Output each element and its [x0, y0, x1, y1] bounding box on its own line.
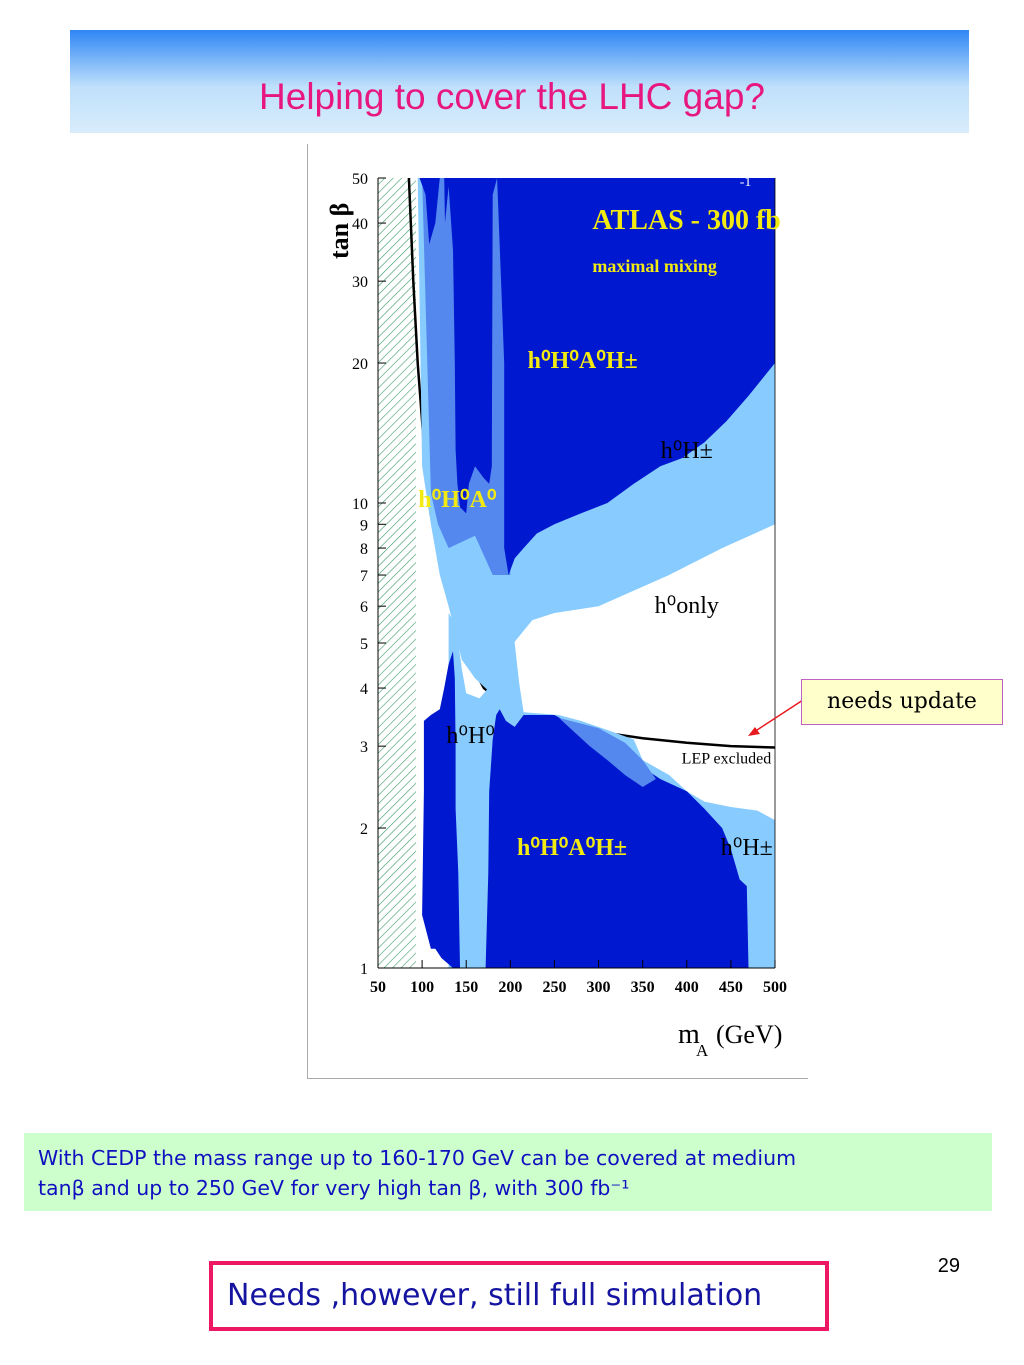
- y-tick-label: 9: [360, 517, 368, 534]
- discovery-plot: 50 100 150 200 250 300 350 400 450 500 1 2 3 4 5 6 7 8 9 10…: [325, 171, 787, 1060]
- x-tick-label: 300: [587, 979, 611, 996]
- x-tick-label: 400: [675, 979, 699, 996]
- x-tick-label: 100: [410, 979, 434, 996]
- region-label: h⁰H⁰A⁰: [418, 487, 497, 513]
- region-label: h⁰only: [655, 593, 719, 619]
- region-label: h⁰H±: [661, 438, 713, 464]
- x-tick-label: 450: [719, 979, 743, 996]
- region-h0H0A0Hpm-upper: [497, 178, 775, 575]
- region-label: h⁰H⁰A⁰H±: [517, 835, 627, 861]
- summary-line-2: tanβ and up to 250 GeV for very high tan…: [38, 1176, 630, 1200]
- plot-title-superscript: -1: [740, 175, 752, 190]
- y-tick-label: 30: [352, 274, 368, 291]
- y-tick-label: 10: [352, 496, 368, 513]
- x-tick-label: 500: [763, 979, 787, 996]
- x-axis-unit: (GeV): [716, 1020, 782, 1049]
- y-tick-label: 40: [352, 216, 368, 233]
- region-label: h⁰H⁰: [446, 723, 495, 749]
- x-tick-label: 250: [542, 979, 566, 996]
- needs-update-note: needs update: [801, 679, 1003, 725]
- summary-line-1: With CEDP the mass range up to 160-170 G…: [38, 1146, 797, 1170]
- y-tick-label: 6: [360, 599, 368, 616]
- region-label: h⁰H±: [721, 835, 773, 861]
- title-bar: [70, 30, 969, 133]
- region-label: h⁰H⁰A⁰H±: [528, 348, 638, 374]
- y-tick-label: 4: [360, 681, 368, 698]
- note-arrow: [748, 699, 804, 736]
- y-tick-label: 20: [352, 356, 368, 373]
- region-h0H0A0Hpm-lower: [485, 709, 749, 968]
- y-tick-label: 7: [360, 568, 368, 585]
- y-tick-label: 5: [360, 636, 368, 653]
- x-tick-label: 150: [454, 979, 478, 996]
- theoretically-excluded-hatch: [378, 178, 416, 968]
- slide-title: Helping to cover the LHC gap?: [259, 76, 765, 117]
- x-tick-label: 50: [370, 979, 386, 996]
- region-upper-left-dark: [419, 178, 498, 514]
- x-axis-title-subscript: A: [696, 1041, 709, 1060]
- summary-box: With CEDP the mass range up to 160-170 G…: [24, 1133, 992, 1211]
- x-tick-label: 200: [498, 979, 522, 996]
- plot-frame: 50 100 150 200 250 300 350 400 450 500 1 2 3 4 5 6 7 8 9 10…: [307, 144, 808, 1079]
- region-lower-left-dark: [422, 651, 460, 968]
- plot-title: ATLAS - 300 fb: [592, 205, 781, 236]
- plot-subtitle: maximal mixing: [592, 256, 717, 276]
- y-tick-label: 50: [352, 171, 368, 188]
- region-lower-mid: [558, 717, 656, 787]
- y-tick-label: 8: [360, 541, 368, 558]
- conclusion-box: Needs ,however, still full simulation: [209, 1261, 829, 1331]
- x-tick-label: 350: [631, 979, 655, 996]
- page-number: 29: [937, 1255, 960, 1277]
- y-axis-title: tan β: [325, 203, 354, 259]
- x-axis-title: m: [678, 1019, 700, 1050]
- y-tick-label: 2: [360, 821, 368, 838]
- y-tick-label: 1: [360, 961, 368, 978]
- y-tick-label: 3: [360, 739, 368, 756]
- region-label: LEP excluded: [682, 751, 772, 768]
